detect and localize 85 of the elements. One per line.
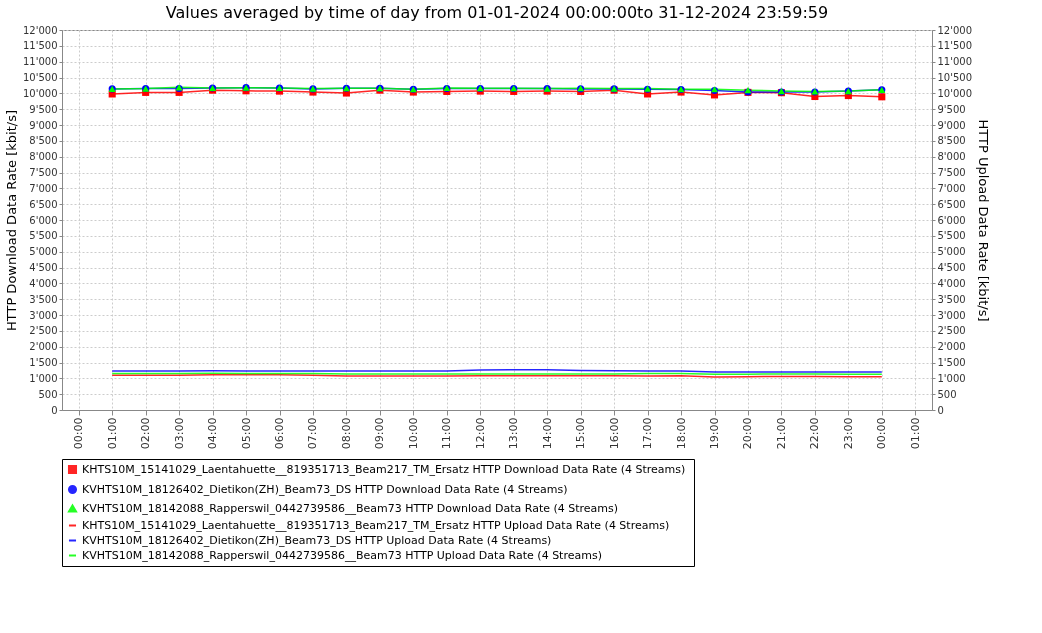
x-tick-label: 09:00 <box>373 417 387 450</box>
y2-tick-label: 10'500 <box>937 72 973 83</box>
y2-axis-title: HTTP Upload Data Rate [kbit/s] <box>976 119 992 322</box>
x-tick-label: 01:00 <box>908 417 922 450</box>
x-tick-label: 11:00 <box>440 417 454 450</box>
y-tick-label: 5'500 <box>29 230 58 242</box>
y2-tick-label: 2'500 <box>937 325 966 337</box>
y-tick-label: 2'500 <box>29 325 58 337</box>
y-tick-label: 4'500 <box>29 262 58 273</box>
legend-label: KVHTS10M_18126402_Dietikon(ZH)_Beam73_DS HTTP Download Data Rate (4 Streams) <box>82 482 568 496</box>
y2-tick-label: 3'500 <box>937 293 966 305</box>
x-tick-label: 08:00 <box>339 417 353 450</box>
y2-tick-label: 4'500 <box>937 262 966 273</box>
y2-tick-label: 6'500 <box>937 198 966 210</box>
y-tick-label: 0 <box>51 404 58 416</box>
legend-label: KVHTS10M_18142088_Rapperswil_0442739586__Beam73 HTTP Download Data Rate (4 Streams) <box>82 501 619 515</box>
y2-tick-label: 5'500 <box>937 230 966 242</box>
x-tick-label: 04:00 <box>206 417 220 450</box>
y2-tick-label: 8'000 <box>937 151 966 163</box>
x-tick-label: 15:00 <box>574 417 588 450</box>
x-tick-label: 16:00 <box>607 417 621 450</box>
y2-tick-label: 3'000 <box>937 309 966 321</box>
legend-label: KHTS10M_15141029_Laentahuette__819351713_Beam217_TM_Ersatz HTTP Download Data Rate (4 Streams) <box>82 462 686 476</box>
y-tick-label: 7'500 <box>29 167 58 178</box>
y2-tick-label: 10'000 <box>937 87 973 99</box>
x-tick-label: 10:00 <box>406 417 420 450</box>
x-tick-label: 06:00 <box>273 417 286 450</box>
y-tick-label: 1'500 <box>29 357 58 368</box>
y-tick-label: 10'500 <box>22 72 58 83</box>
y-tick-label: 11'500 <box>22 40 58 52</box>
y-axis-title: HTTP Download Data Rate [kbit/s] <box>3 109 19 332</box>
y-tick-label: 3'000 <box>29 309 58 321</box>
y-tick-label: 8'500 <box>29 135 58 147</box>
legend-label: KVHTS10M_18126402_Dietikon(ZH)_Beam73_DS HTTP Upload Data Rate (4 Streams) <box>82 533 552 547</box>
y2-tick-label: 9'500 <box>937 103 966 115</box>
y2-tick-label: 12'000 <box>937 24 973 36</box>
x-tick-label: 12:00 <box>473 417 487 450</box>
y-tick-label: 3'500 <box>29 293 58 305</box>
x-tick-label: 13:00 <box>507 417 521 450</box>
x-tick-label: 01:00 <box>105 417 119 450</box>
y-tick-label: 6'500 <box>29 198 58 210</box>
y-tick-label: 500 <box>38 388 58 400</box>
legend-label: KVHTS10M_18142088_Rapperswil_0442739586__Beam73 HTTP Upload Data Rate (4 Streams) <box>82 548 602 562</box>
x-tick-label: 07:00 <box>306 417 320 450</box>
x-tick-label: 21:00 <box>774 417 788 450</box>
chart-title: Values averaged by time of day from 01-01-2024 00:00:00to 31-12-2024 23:59:59 <box>165 3 829 22</box>
y2-tick-label: 6'000 <box>937 214 966 226</box>
y-tick-label: 2'000 <box>29 341 58 353</box>
x-tick-label: 03:00 <box>172 417 186 450</box>
x-tick-label: 18:00 <box>674 417 688 450</box>
y2-tick-label: 7'500 <box>937 167 966 178</box>
x-tick-label: 00:00 <box>72 417 86 450</box>
x-tick-label: 20:00 <box>741 417 755 450</box>
y-tick-label: 4'000 <box>29 277 58 289</box>
y-tick-label: 1'000 <box>29 372 58 384</box>
x-tick-label: 23:00 <box>841 417 855 450</box>
x-tick-label: 05:00 <box>239 417 253 450</box>
x-tick-label: 17:00 <box>641 417 655 450</box>
y2-tick-label: 11'000 <box>937 56 973 68</box>
y-tick-label: 6'000 <box>29 214 58 226</box>
y2-tick-label: 4'000 <box>937 277 966 289</box>
y2-tick-label: 1'500 <box>937 357 966 368</box>
y-tick-label: 11'000 <box>22 56 58 68</box>
x-tick-label: 14:00 <box>540 417 554 450</box>
legend-label: KHTS10M_15141029_Laentahuette__819351713_Beam217_TM_Ersatz HTTP Upload Data Rate (4 Streams) <box>82 518 670 532</box>
y2-tick-label: 2'000 <box>937 341 966 353</box>
x-tick-label: 02:00 <box>139 417 153 450</box>
y2-tick-label: 1'000 <box>937 372 966 384</box>
y2-tick-label: 11'500 <box>937 40 973 52</box>
y-tick-label: 5'000 <box>29 246 58 258</box>
x-tick-label: 22:00 <box>808 417 822 450</box>
y2-tick-label: 5'000 <box>937 246 966 258</box>
y-tick-label: 9'000 <box>29 119 58 131</box>
y2-tick-label: 0 <box>937 404 944 416</box>
x-tick-label: 19:00 <box>708 417 721 450</box>
y-tick-label: 8'000 <box>29 151 58 163</box>
y-tick-label: 12'000 <box>22 24 58 36</box>
y-tick-label: 7'000 <box>29 182 58 194</box>
y2-tick-label: 9'000 <box>937 119 966 131</box>
y2-tick-label: 500 <box>937 388 957 400</box>
y-tick-label: 9'500 <box>29 103 58 115</box>
y2-tick-label: 7'000 <box>937 182 966 194</box>
y-tick-label: 10'000 <box>22 87 58 99</box>
x-tick-label: 00:00 <box>875 417 889 450</box>
y2-tick-label: 8'500 <box>937 135 966 147</box>
